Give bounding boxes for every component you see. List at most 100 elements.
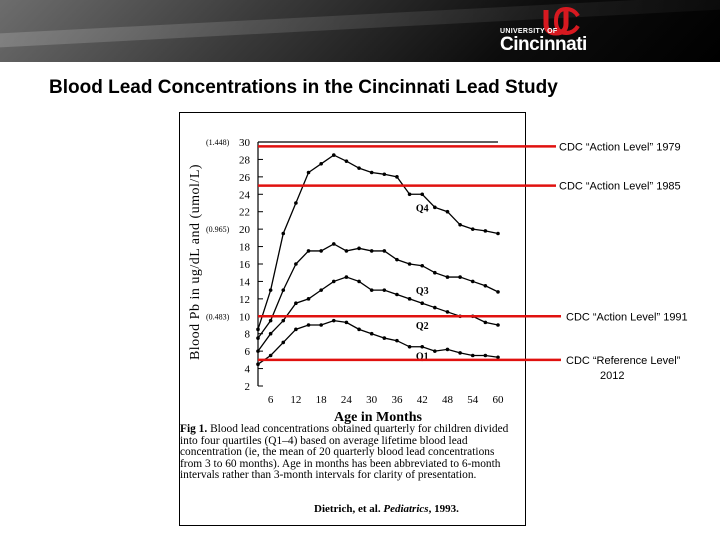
data-point-q3 (344, 249, 349, 253)
data-point-q2 (395, 292, 399, 297)
series-label-q1: Q1 (416, 352, 429, 363)
data-point-q2 (306, 297, 311, 301)
data-point-q3 (369, 249, 374, 253)
data-point-q4 (294, 201, 298, 205)
data-point-q3 (445, 275, 450, 279)
series-line-q2 (257, 276, 499, 352)
data-point-q1 (344, 320, 349, 325)
data-point-q3 (319, 249, 323, 253)
data-point-q4 (331, 153, 336, 157)
data-point-q1 (407, 344, 412, 349)
data-point-q1 (281, 340, 286, 345)
y-tick-label: 18 (239, 242, 251, 254)
data-point-q1 (268, 353, 273, 358)
data-point-q3 (458, 275, 462, 279)
umol-label: (0.483) (206, 312, 230, 321)
data-point-q1 (256, 362, 260, 367)
data-point-q3 (294, 262, 298, 266)
uc-monogram-icon (543, 6, 580, 36)
logo-university-of: UNIVERSITY OF (500, 28, 558, 35)
data-point-q4 (256, 327, 260, 332)
data-point-q1 (331, 318, 336, 323)
data-point-q1 (357, 327, 361, 332)
data-point-q4 (433, 205, 437, 210)
x-tick-label: 54 (467, 394, 479, 406)
data-point-q1 (433, 349, 437, 353)
data-point-q2 (256, 349, 260, 353)
data-point-q2 (483, 320, 488, 325)
data-point-q4 (344, 159, 349, 163)
data-point-q2 (496, 323, 500, 327)
data-point-q4 (483, 229, 488, 233)
data-point-q1 (496, 355, 500, 360)
x-axis-title: Age in Months (334, 410, 422, 425)
series-label-q4: Q4 (416, 203, 429, 214)
citation: Dietrich, et al. Pediatrics, 1993. (314, 503, 459, 515)
figure-caption: Fig 1. Blood lead concentrations obtaine… (180, 423, 516, 482)
x-tick-label: 18 (316, 394, 328, 406)
citation-year: , 1993. (428, 503, 459, 515)
data-point-q4 (319, 161, 323, 166)
reference-label: CDC “Action Level” 1991 (566, 311, 688, 323)
data-point-q4 (281, 231, 286, 236)
y-tick-label: 6 (245, 346, 251, 358)
data-point-q2 (281, 318, 286, 323)
y-tick-label: 28 (239, 154, 251, 166)
data-point-q4 (496, 231, 500, 236)
header-banner: UNIVERSITY OF Cincinnati (0, 0, 720, 62)
y-tick-label: 2 (245, 381, 251, 393)
y-tick-label: 22 (239, 207, 250, 219)
data-point-q2 (268, 331, 273, 336)
data-point-q3 (306, 249, 311, 253)
data-point-q1 (306, 323, 311, 327)
data-point-q3 (407, 262, 412, 266)
data-point-q4 (382, 172, 387, 177)
data-point-q3 (496, 290, 500, 294)
series-line-q4 (257, 154, 499, 330)
series-line-q3 (257, 243, 499, 339)
data-point-q4 (395, 175, 399, 179)
data-point-q1 (420, 344, 425, 349)
reference-label-year: 2012 (600, 370, 624, 382)
data-point-q2 (382, 288, 387, 292)
data-point-q4 (357, 166, 361, 170)
reference-label: CDC “Action Level” 1979 (559, 141, 681, 153)
data-point-q2 (331, 279, 336, 284)
data-point-q3 (256, 336, 260, 340)
x-tick-label: 30 (366, 394, 378, 406)
data-point-q1 (445, 347, 450, 352)
y-axis-title: Blood Pb in ug/dL and (umol/L) (188, 164, 203, 360)
data-point-q2 (294, 301, 298, 306)
y-tick-label: 8 (245, 329, 251, 341)
data-point-q1 (483, 353, 488, 358)
data-point-q1 (470, 353, 475, 358)
data-point-q3 (483, 283, 488, 288)
y-tick-label: 12 (239, 294, 250, 306)
y-tick-label: 26 (239, 172, 251, 184)
caption-lead: Fig 1. (180, 423, 208, 435)
x-tick-label: 60 (493, 394, 505, 406)
data-point-q2 (319, 288, 323, 292)
y-tick-label: 30 (239, 137, 251, 149)
data-point-q3 (357, 246, 361, 251)
umol-label: (0.965) (206, 225, 230, 234)
series-label-q2: Q2 (416, 321, 429, 332)
caption-text: Blood lead concentrations obtained quart… (180, 423, 509, 481)
data-point-q4 (470, 227, 475, 231)
x-tick-label: 36 (391, 394, 403, 406)
x-tick-label: 48 (442, 394, 454, 406)
citation-authors: Dietrich, et al. (314, 503, 381, 515)
data-point-q2 (433, 305, 437, 310)
x-tick-label: 24 (341, 394, 353, 406)
data-point-q3 (281, 288, 286, 292)
data-point-q4 (268, 288, 273, 292)
series-line-q1 (257, 319, 499, 365)
data-point-q3 (470, 279, 475, 284)
logo-cincinnati: Cincinnati (500, 34, 587, 55)
y-tick-label: 10 (239, 311, 251, 323)
reference-label: CDC “Action Level” 1985 (559, 181, 681, 193)
data-point-q1 (458, 351, 462, 355)
data-point-q4 (458, 222, 462, 227)
reference-label: CDC “Reference Level” (566, 355, 681, 367)
